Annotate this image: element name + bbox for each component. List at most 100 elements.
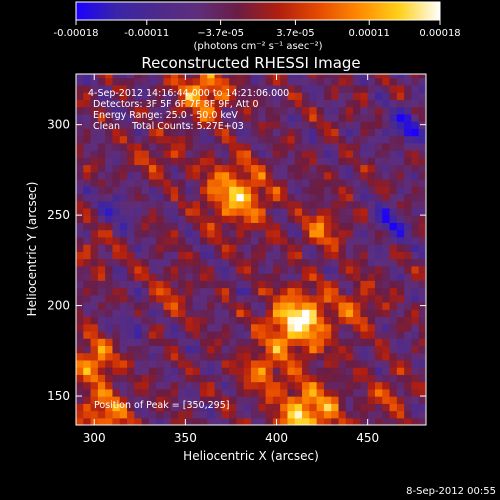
heatmap-cell [148,178,157,187]
heatmap-cell [243,200,252,209]
heatmap-cell [280,367,289,375]
heatmap-cell [287,374,296,383]
heatmap-cell [411,323,420,332]
heatmap-cell [382,244,391,252]
heatmap-cell [396,273,405,281]
heatmap-cell [418,77,426,86]
heatmap-cell [323,99,332,108]
heatmap-cell [105,128,114,137]
heatmap-cell [258,113,267,122]
heatmap-cell [294,265,303,274]
heatmap-cell [90,77,99,86]
heatmap-cell [287,121,296,129]
heatmap-cell [258,417,267,425]
heatmap-cell [396,280,405,289]
heatmap-cell [389,352,398,361]
heatmap-cell [280,316,289,325]
heatmap-cell [76,84,84,93]
heatmap-cell [156,84,165,93]
heatmap-cell [221,106,230,115]
heatmap-cell [134,388,143,397]
heatmap-cell [221,301,230,310]
heatmap-cell [83,251,92,260]
heatmap-cell [411,251,420,260]
heatmap-cell [367,396,376,404]
heatmap-cell [323,193,332,202]
heatmap-cell [272,207,281,216]
heatmap-cell [280,403,289,412]
heatmap-cell [265,287,274,296]
heatmap-cell [76,381,84,390]
heatmap-cell [396,265,405,274]
heatmap-cell [389,359,398,368]
heatmap-cell [331,215,340,223]
heatmap-cell [404,193,413,202]
heatmap-cell [221,207,230,216]
heatmap-cell [207,396,216,404]
heatmap-cell [192,359,201,368]
heatmap-cell [236,265,245,274]
heatmap-cell [105,135,114,144]
heatmap-cell [309,157,318,166]
heatmap-cell [258,410,267,419]
heatmap-cell [338,157,347,166]
heatmap-cell [83,164,92,173]
heatmap-cell [360,135,369,144]
heatmap-cell [134,244,143,252]
heatmap-cell [345,186,354,195]
heatmap-cell [178,374,186,383]
heatmap-cell [418,193,426,202]
heatmap-cell [141,178,150,187]
heatmap-cell [148,359,157,368]
heatmap-cell [90,323,99,332]
heatmap-cell [316,106,325,115]
heatmap-cell [141,367,150,375]
heatmap-cell [243,345,252,354]
heatmap-cell [156,164,165,173]
heatmap-cell [251,265,259,274]
heatmap-cell [353,265,361,274]
heatmap-cell [119,359,128,368]
heatmap-cell [353,374,361,383]
heatmap-cell [83,236,92,245]
heatmap-cell [134,200,143,209]
heatmap-cell [272,244,281,252]
heatmap-cell [119,301,128,310]
heatmap-cell [199,374,208,383]
heatmap-cell [411,352,420,361]
heatmap-cell [221,164,230,173]
heatmap-cell [83,157,92,166]
y-tick-label: 150 [47,389,70,403]
heatmap-cell [265,178,274,187]
heatmap-cell [396,236,405,245]
heatmap-cell [141,388,150,397]
heatmap-cell [302,178,310,187]
heatmap-cell [309,135,318,144]
heatmap-cell [148,410,157,419]
heatmap-cell [127,301,135,310]
heatmap-cell [112,77,121,86]
heatmap-cell [192,92,201,100]
heatmap-cell [272,128,281,137]
heatmap-cell [236,396,245,404]
heatmap-cell [418,403,426,412]
heatmap-cell [105,330,114,339]
heatmap-cell [360,229,369,238]
heatmap-cell [236,273,245,281]
heatmap-cell [316,265,325,274]
heatmap-cell [353,345,361,354]
heatmap-cell [207,121,216,129]
heatmap-cell [192,77,201,86]
heatmap-cell [185,316,194,325]
heatmap-cell [389,330,398,339]
heatmap-cell [229,135,238,144]
heatmap-cell [382,309,391,318]
heatmap-cell [207,84,216,93]
heatmap-cell [280,207,289,216]
heatmap-cell [141,374,150,383]
heatmap-cell [97,403,106,412]
heatmap-cell [374,92,383,100]
heatmap-cell [90,352,99,361]
heatmap-cell [134,236,143,245]
heatmap-cell [148,367,157,375]
